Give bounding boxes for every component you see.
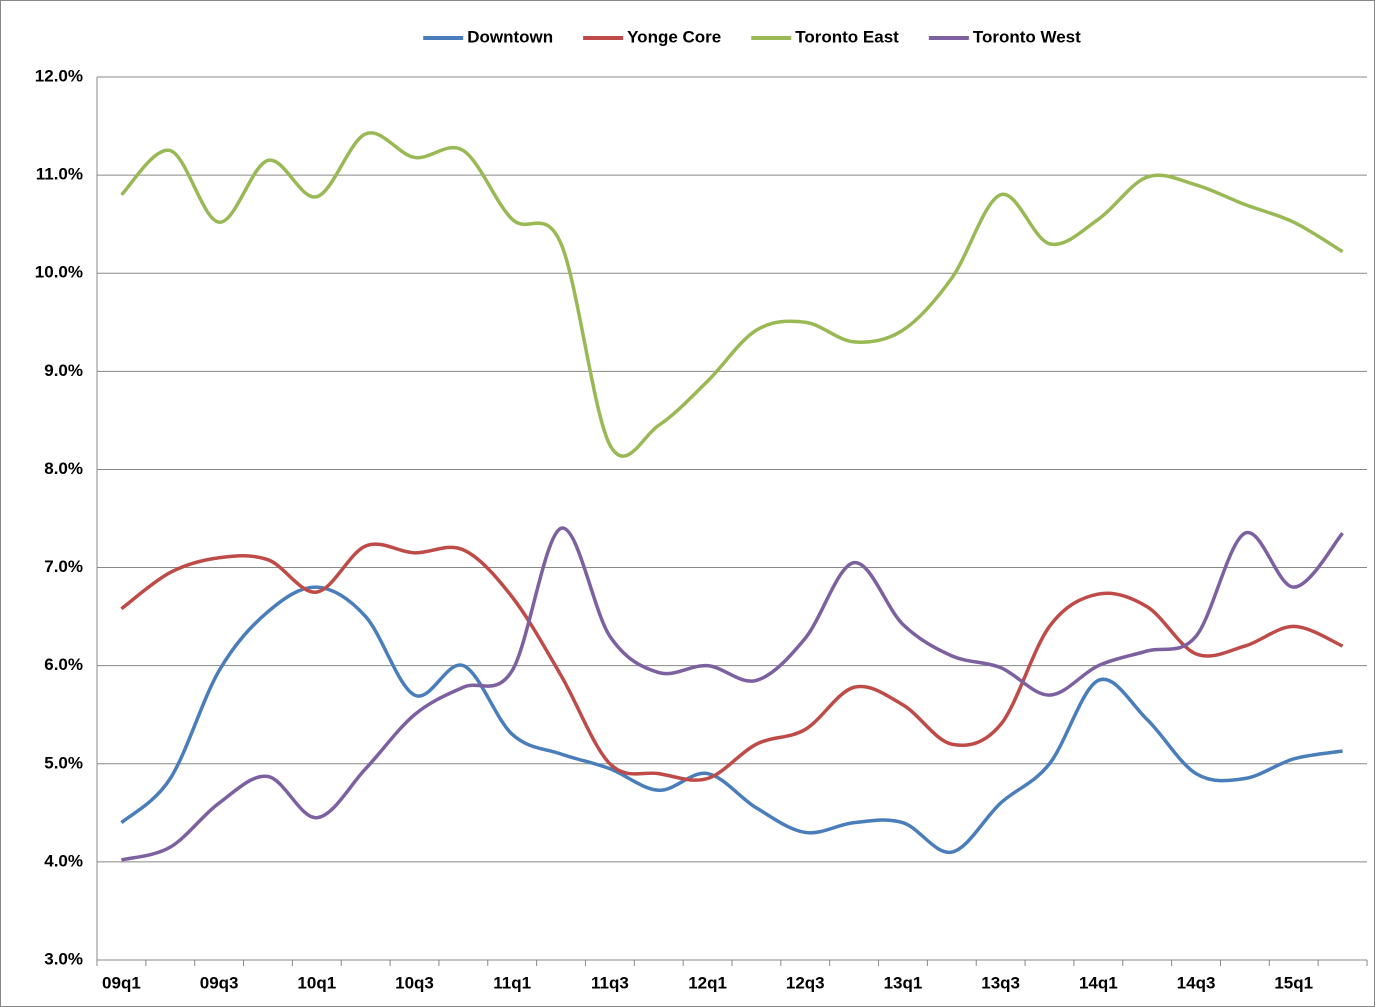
y-tick-label: 6.0%	[44, 655, 83, 674]
series-line	[120, 542, 1344, 782]
x-tick-label: 13q3	[981, 973, 1020, 992]
y-tick-label: 3.0%	[44, 949, 83, 968]
legend-label: Yonge Core	[627, 27, 721, 46]
y-tick-label: 5.0%	[44, 753, 83, 772]
x-tick-label: 14q1	[1079, 973, 1118, 992]
y-tick-label: 4.0%	[44, 851, 83, 870]
x-tick-label: 15q1	[1274, 973, 1313, 992]
x-tick-label: 12q3	[786, 973, 825, 992]
y-tick-label: 12.0%	[35, 66, 83, 85]
x-tick-label: 13q1	[884, 973, 923, 992]
y-tick-label: 8.0%	[44, 459, 83, 478]
series-line	[120, 526, 1344, 862]
x-tick-label: 09q3	[200, 973, 239, 992]
x-tick-label: 10q1	[297, 973, 336, 992]
x-tick-label: 11q1	[493, 973, 531, 992]
y-tick-label: 9.0%	[44, 361, 83, 380]
x-tick-label: 12q1	[688, 973, 727, 992]
series-line	[120, 131, 1344, 458]
x-tick-label: 09q1	[102, 973, 141, 992]
x-tick-label: 11q3	[591, 973, 629, 992]
x-tick-label: 10q3	[395, 973, 434, 992]
y-tick-label: 10.0%	[35, 263, 83, 282]
legend-label: Toronto East	[795, 27, 899, 46]
legend-label: Toronto West	[973, 27, 1081, 46]
y-tick-label: 11.0%	[36, 165, 83, 184]
legend-label: Downtown	[467, 27, 553, 46]
series-line	[120, 585, 1343, 854]
x-tick-label: 14q3	[1177, 973, 1216, 992]
y-tick-label: 7.0%	[44, 557, 83, 576]
